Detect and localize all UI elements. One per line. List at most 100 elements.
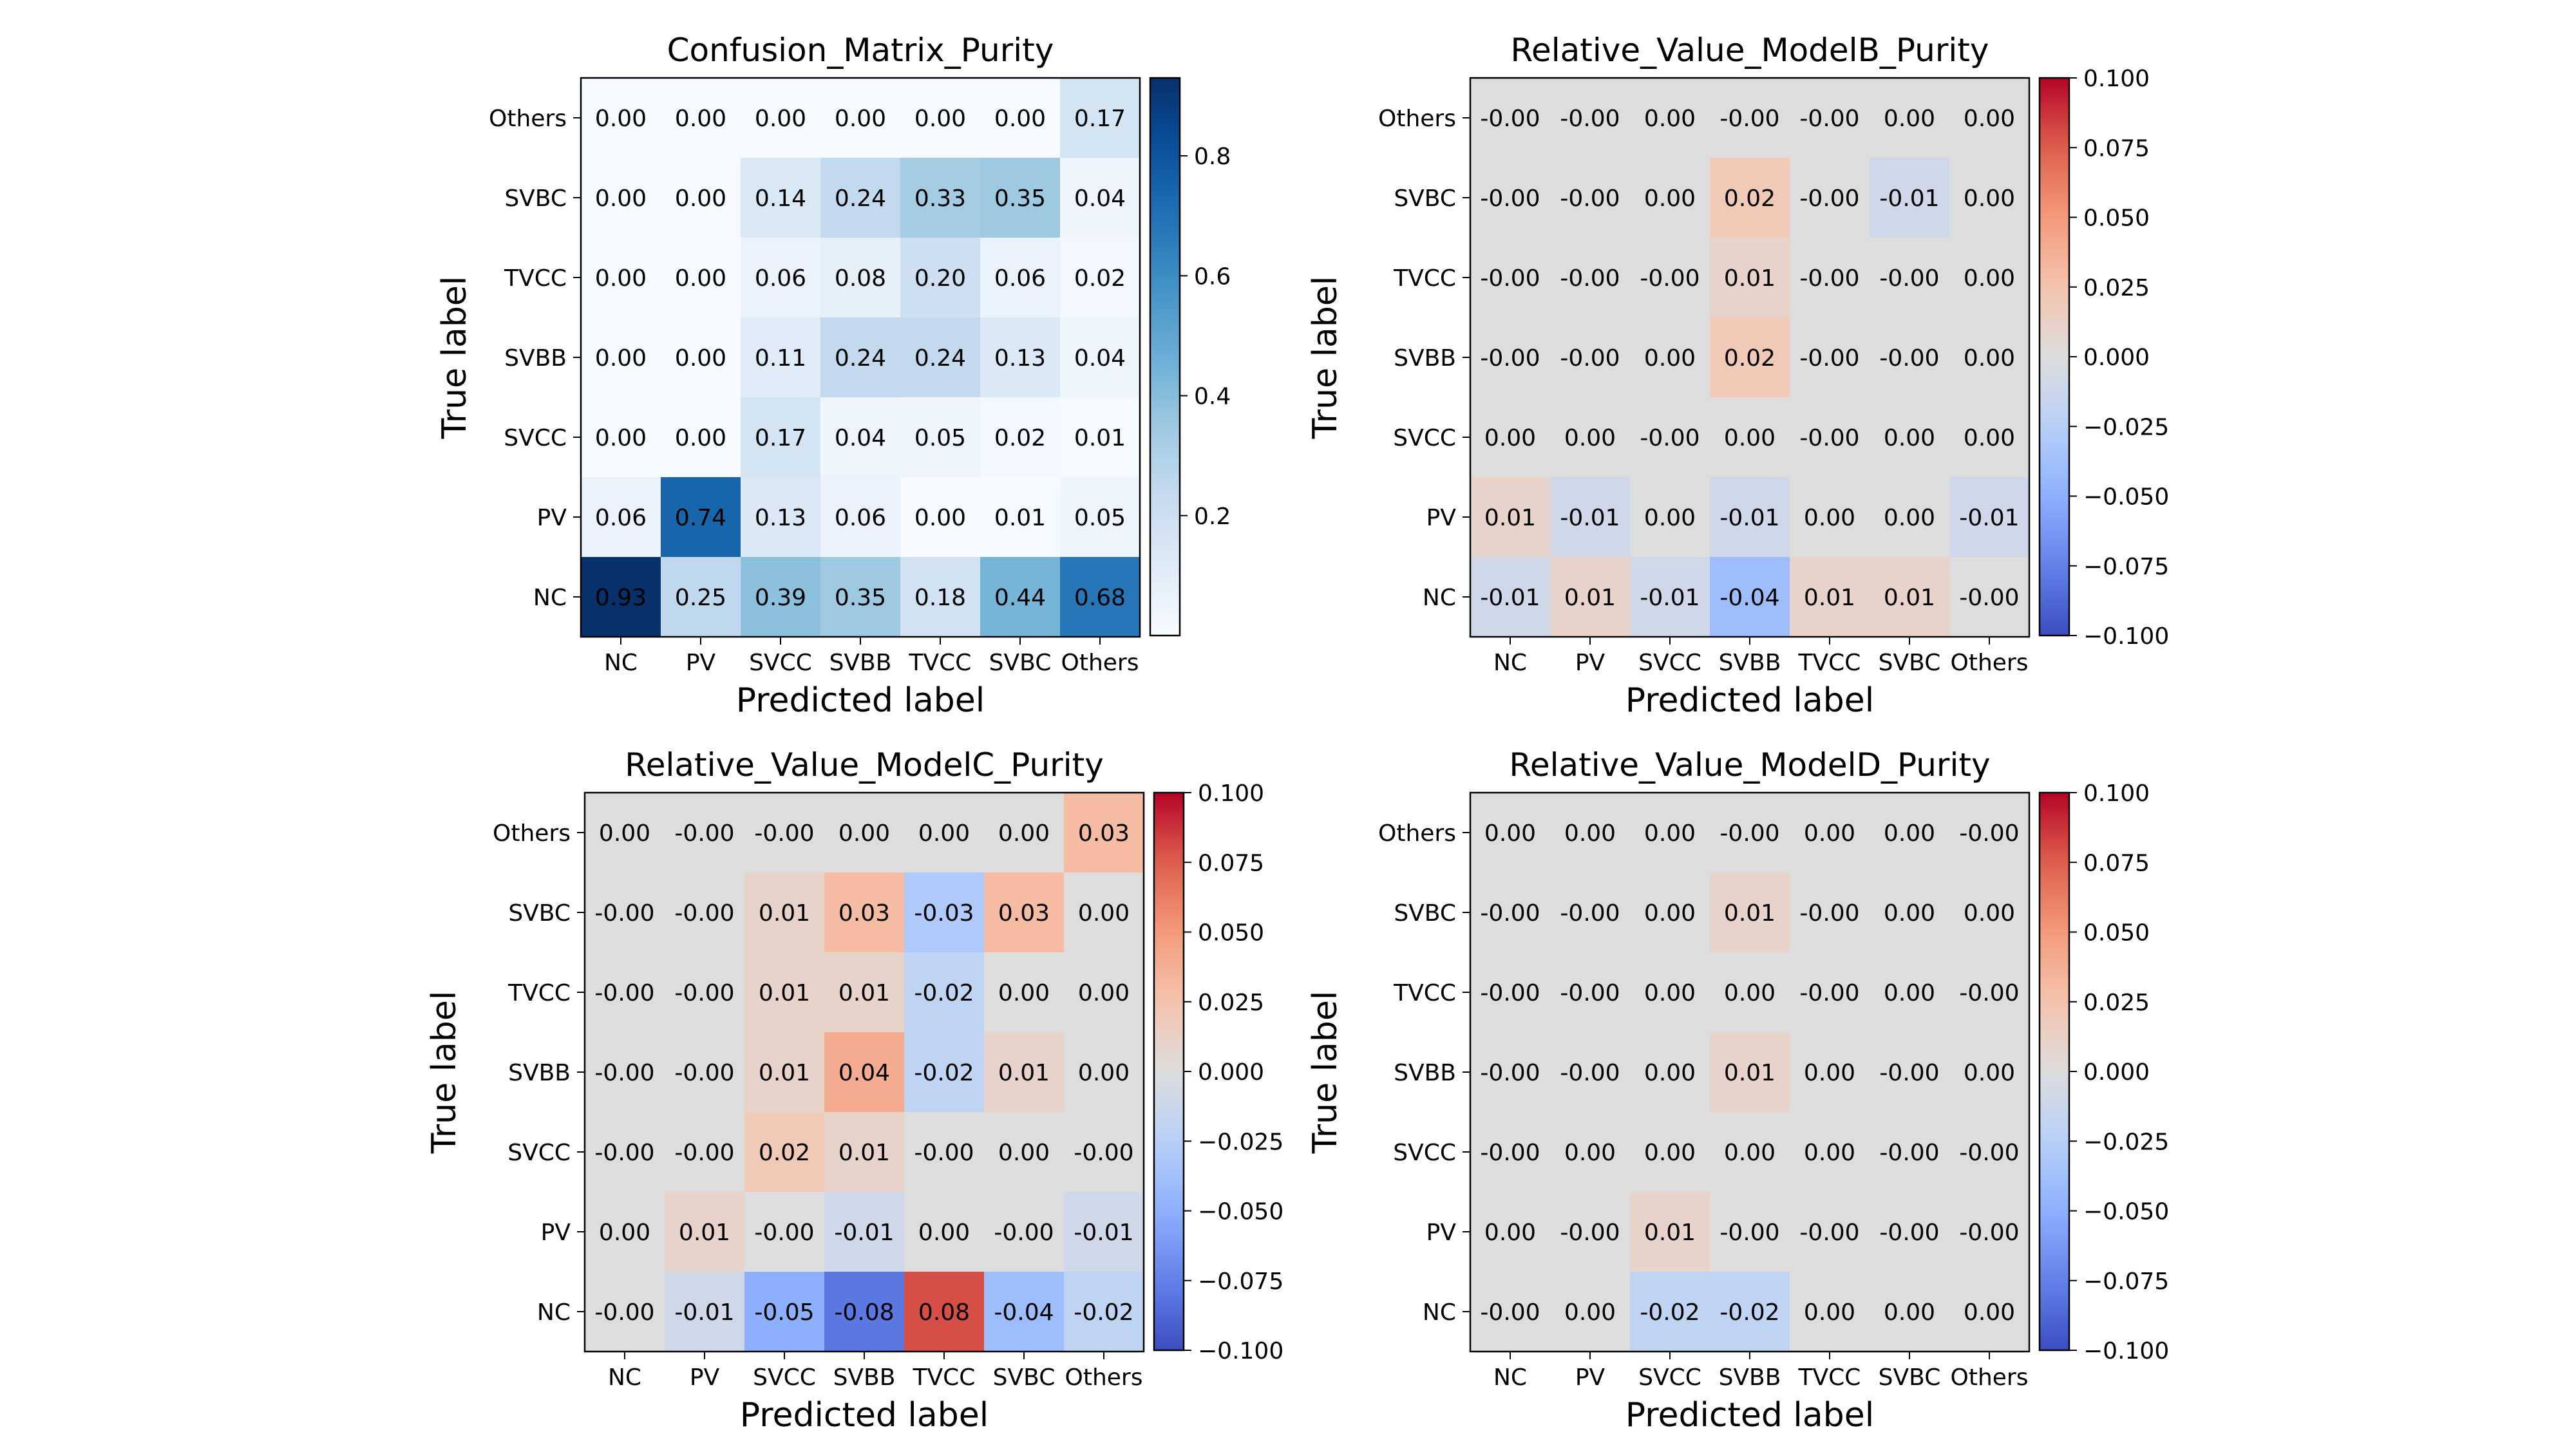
cell-value-label: 0.01 — [1724, 265, 1776, 292]
cell-value-label: 0.03 — [838, 900, 890, 927]
colorbar-tick-label: 0.000 — [2083, 344, 2150, 371]
heatmap-cell — [1470, 78, 1551, 158]
cell-value-label: -0.00 — [1560, 345, 1620, 372]
heatmap-cell — [980, 238, 1061, 318]
cell-value-label: -0.02 — [1640, 1299, 1700, 1326]
heatmap-cell — [1870, 1032, 1950, 1113]
heatmap-cell — [1470, 872, 1551, 953]
heatmap-cell — [980, 158, 1061, 238]
cell-value-label: -0.00 — [754, 820, 814, 847]
heatmap-cell — [665, 952, 745, 1033]
heatmap-cell — [1790, 238, 1870, 318]
cell-value-label: 0.00 — [1964, 900, 2015, 927]
heatmap-cell — [581, 557, 661, 637]
heatmap-cell — [1550, 158, 1631, 238]
cell-value-label: -0.00 — [1074, 1140, 1133, 1166]
heatmap-cell — [1710, 238, 1790, 318]
colorbar-tick-label: 0.2 — [1194, 504, 1231, 530]
cell-value-label: 0.00 — [1724, 980, 1776, 1006]
heatmap-cell — [1064, 1192, 1144, 1272]
x-tick-label: SVCC — [753, 1364, 816, 1391]
cell-value-label: 0.04 — [1074, 345, 1126, 372]
cell-value-label: -0.00 — [1480, 345, 1540, 372]
y-tick-label: NC — [1423, 585, 1456, 611]
cell-value-label: -0.00 — [1560, 185, 1620, 212]
colorbar-tick-label: −0.075 — [2083, 554, 2169, 580]
cell-value-label: -0.00 — [1640, 425, 1700, 451]
cell-value-label: 0.01 — [1644, 1220, 1696, 1246]
heatmap-cell — [581, 158, 661, 238]
cell-value-label: -0.00 — [1879, 1060, 1939, 1086]
cell-value-label: 0.00 — [1884, 106, 1935, 132]
cell-value-label: 0.04 — [1074, 185, 1126, 212]
heatmap-cell — [1949, 1192, 2030, 1272]
cell-value-label: -0.00 — [1480, 1299, 1540, 1326]
heatmap-cell — [1790, 1112, 1870, 1193]
cell-value-label: 0.06 — [755, 265, 806, 292]
heatmap-cell — [1710, 158, 1790, 238]
heatmap-cell — [900, 557, 981, 637]
cell-value-label: 0.08 — [835, 265, 886, 292]
heatmap-cell — [984, 1272, 1065, 1352]
heatmap-cell — [661, 158, 741, 238]
cell-value-label: 0.00 — [675, 106, 726, 132]
cell-value-label: -0.00 — [1560, 900, 1620, 927]
heatmap-cell — [585, 1192, 665, 1272]
y-axis-label: True label — [435, 276, 474, 440]
heatmap-cell — [1790, 1192, 1870, 1272]
cell-value-label: 0.01 — [1804, 585, 1855, 611]
cell-value-label: 0.00 — [675, 265, 726, 292]
x-tick-label: Others — [1951, 650, 2029, 676]
heatmap-cell — [1470, 1112, 1551, 1193]
cell-value-label: 0.00 — [1964, 185, 2015, 212]
heatmap-cell — [824, 872, 905, 953]
cell-value-label: 0.00 — [994, 106, 1046, 132]
cell-value-label: -0.00 — [1799, 345, 1859, 372]
heatmap-cell — [1790, 557, 1870, 637]
cell-value-label: -0.00 — [1879, 1140, 1939, 1166]
cell-value-label: 0.00 — [1644, 106, 1696, 132]
y-tick-label: SVCC — [507, 1140, 571, 1166]
heatmap-cell — [820, 317, 901, 398]
heatmap-cell — [1949, 238, 2030, 318]
cell-value-label: 0.00 — [599, 1220, 650, 1246]
cell-value-label: 0.00 — [838, 820, 890, 847]
heatmap-cell — [1710, 793, 1790, 873]
heatmap-cell — [984, 872, 1065, 953]
cell-value-label: -0.01 — [1959, 505, 2019, 531]
colorbar-tick-label: −0.075 — [2083, 1268, 2169, 1295]
heatmap-cell — [1630, 1192, 1710, 1272]
x-tick-label: TVCC — [909, 650, 972, 676]
cell-value-label: 0.00 — [1644, 185, 1696, 212]
heatmap-cell — [1060, 477, 1141, 558]
cell-value-label: 0.01 — [998, 1060, 1050, 1086]
heatmap-cell — [665, 872, 745, 953]
cell-value-label: 0.17 — [1074, 106, 1126, 132]
cell-value-label: 0.00 — [755, 106, 806, 132]
heatmap-cell — [1870, 1112, 1950, 1193]
heatmap-cell — [585, 1032, 665, 1113]
heatmap-cell — [824, 1192, 905, 1272]
cell-value-label: 0.06 — [835, 505, 886, 531]
cell-value-label: -0.00 — [1959, 1220, 2019, 1246]
cell-value-label: 0.01 — [759, 980, 810, 1006]
cell-value-label: 0.00 — [1484, 820, 1536, 847]
cell-value-label: 0.00 — [1804, 1140, 1855, 1166]
heatmap-cell — [1470, 158, 1551, 238]
heatmap-cell — [1710, 397, 1790, 478]
x-tick-label: NC — [1493, 650, 1527, 676]
cell-value-label: 0.02 — [994, 425, 1046, 451]
heatmap-cell — [1630, 238, 1710, 318]
cell-value-label: -0.00 — [674, 980, 734, 1006]
heatmap-cell — [741, 317, 821, 398]
cell-value-label: -0.01 — [1640, 585, 1700, 611]
heatmap-cell — [1710, 1272, 1790, 1352]
cell-value-label: 0.00 — [1804, 1299, 1855, 1326]
heatmap-cell — [1949, 557, 2030, 637]
heatmap-panel-2: Relative_Value_ModelB_Purity -0.00 -0.00 0.… — [1306, 32, 2169, 720]
cell-value-label: 0.00 — [914, 106, 966, 132]
colorbar-tick-label: −0.100 — [2083, 623, 2169, 650]
cell-value-label: 0.01 — [1074, 425, 1126, 451]
heatmap-cell — [1550, 397, 1631, 478]
